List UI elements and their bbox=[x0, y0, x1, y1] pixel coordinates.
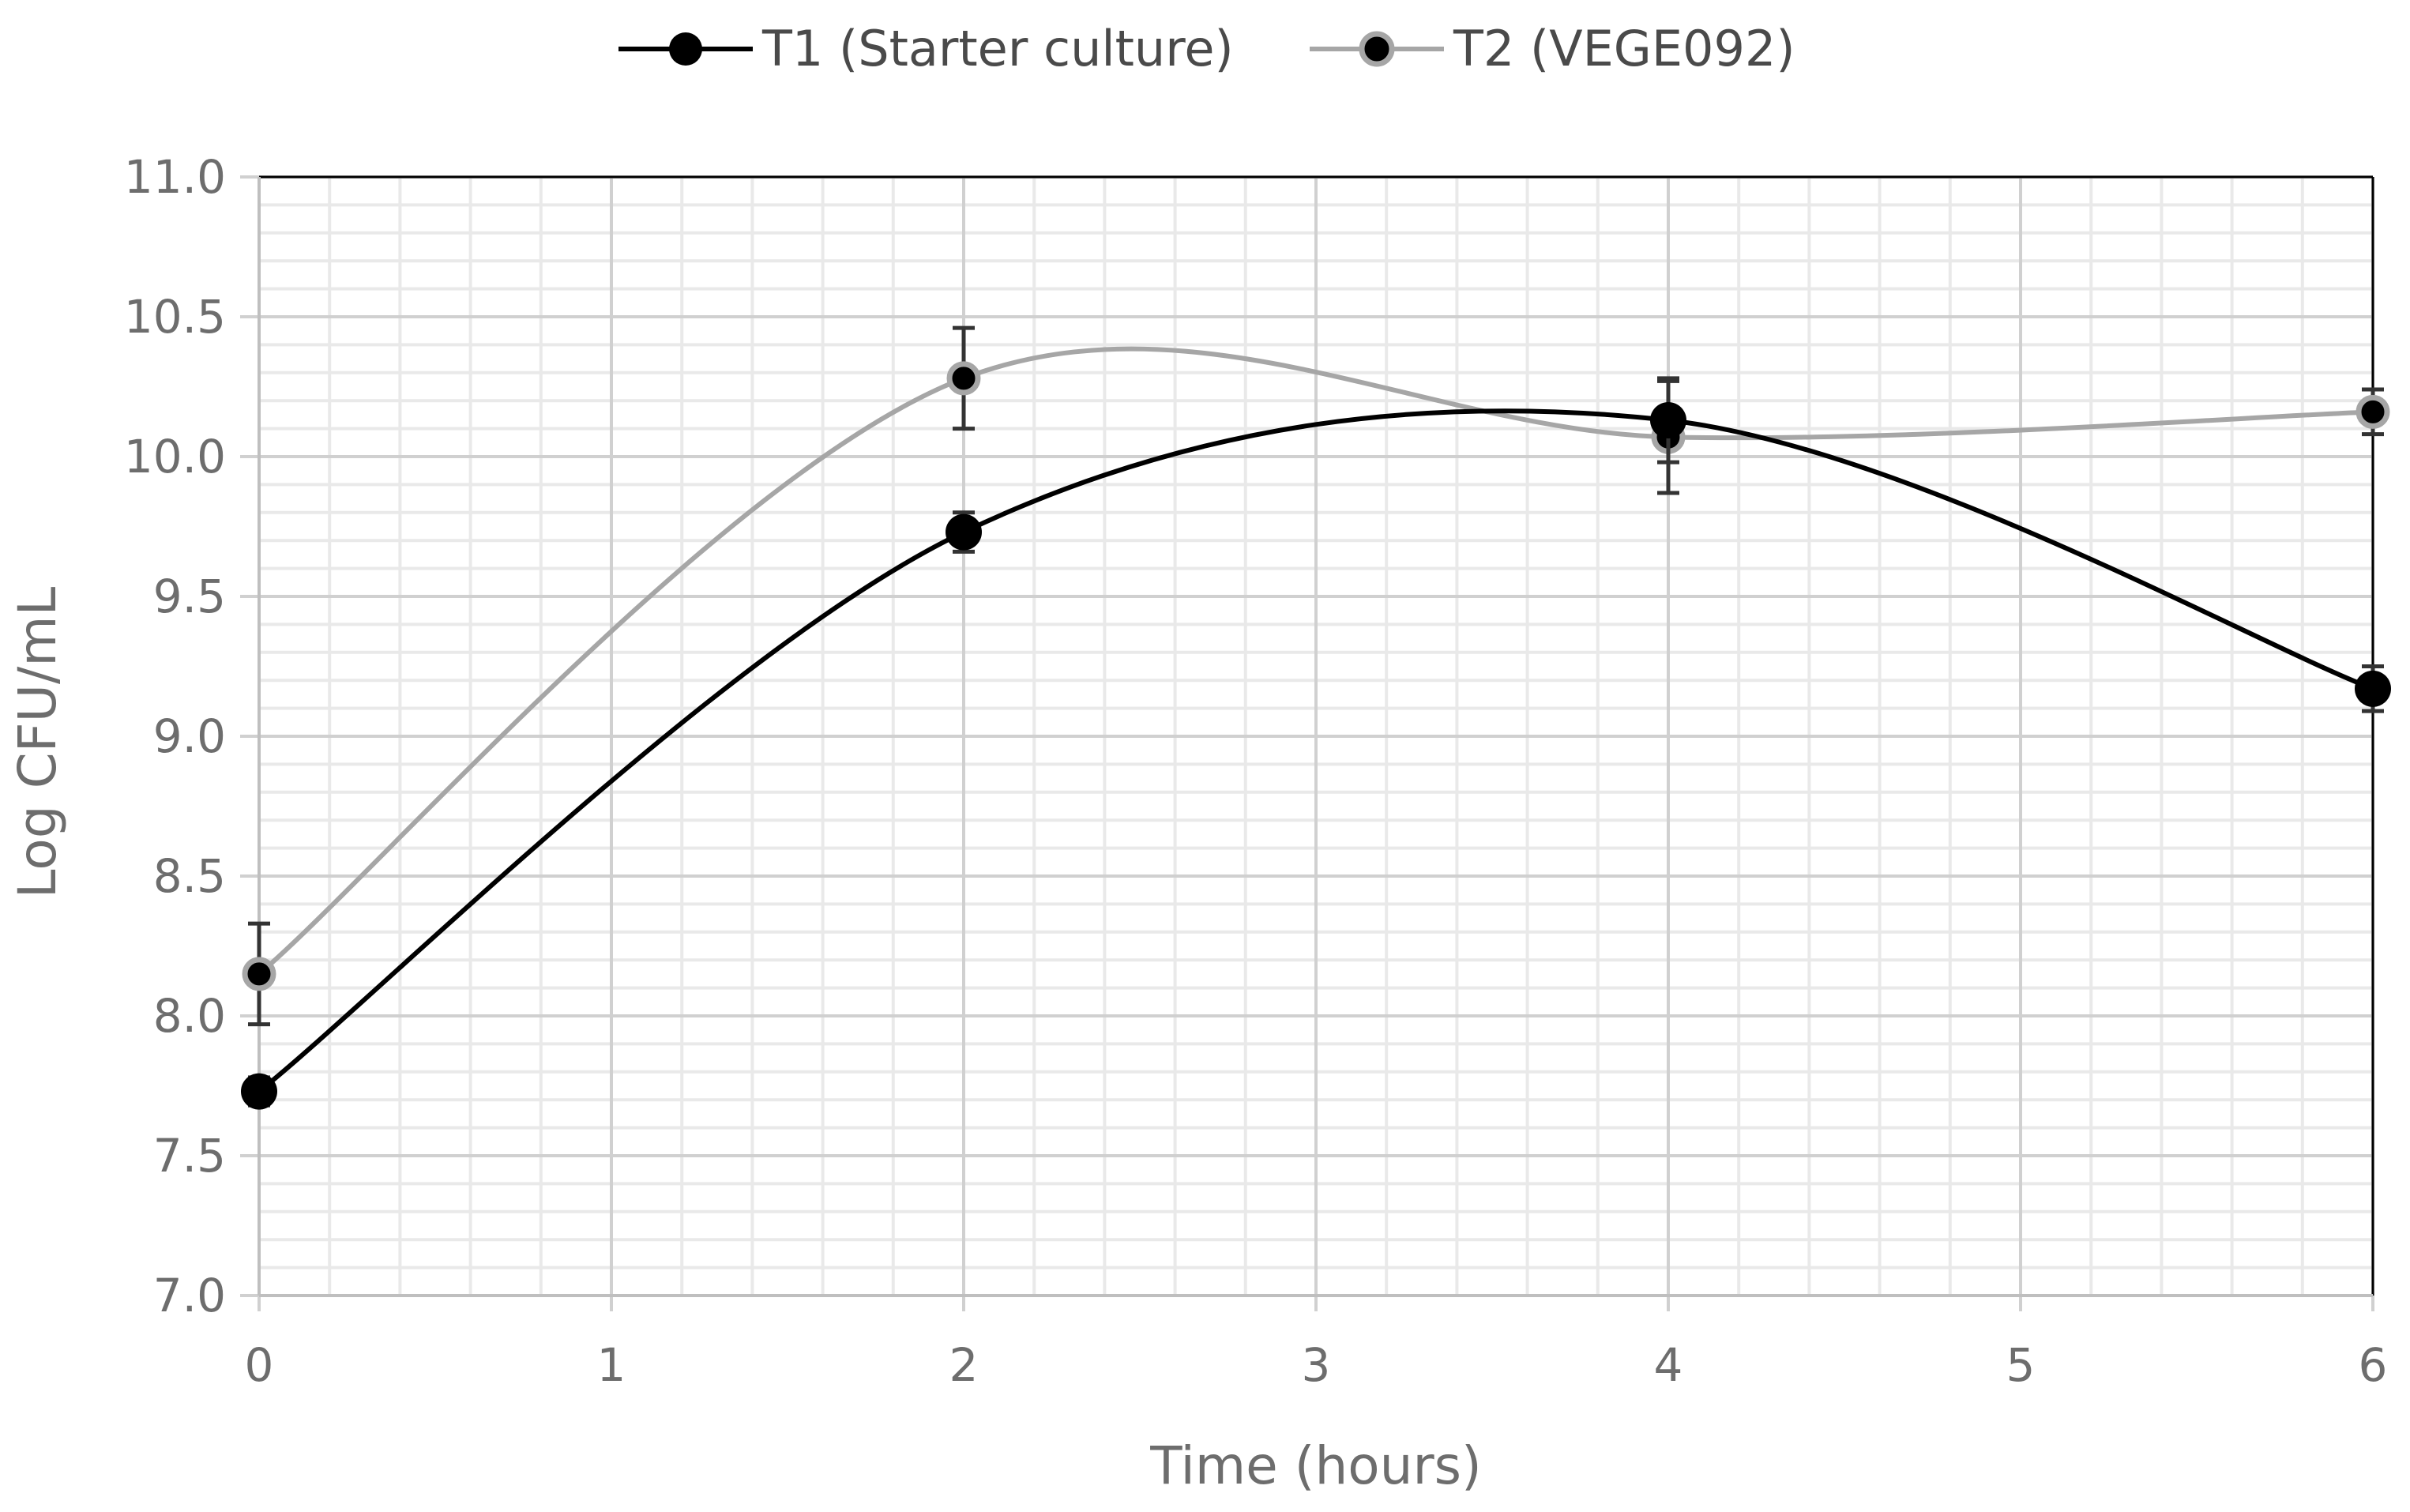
data-point-t2 bbox=[242, 957, 276, 991]
x-tick-label: 0 bbox=[245, 1338, 274, 1392]
x-tick-label: 3 bbox=[1302, 1338, 1331, 1392]
x-axis-title: Time (hours) bbox=[1149, 1435, 1482, 1496]
legend-label-t2: T2 (VEGE092) bbox=[1453, 20, 1795, 77]
data-point-t1 bbox=[946, 513, 982, 551]
legend-marker-t1 bbox=[669, 32, 702, 66]
legend-label-t1: T1 (Starter culture) bbox=[761, 20, 1234, 77]
series-line-t2 bbox=[258, 346, 2374, 976]
y-tick-label: 10.5 bbox=[124, 290, 226, 344]
x-axis-tick-labels: 0 1 2 3 4 5 6 bbox=[245, 1338, 2388, 1392]
y-axis-tick-labels: 7.0 7.5 8.0 8.5 9.0 9.5 10.0 10.5 11.0 bbox=[124, 150, 226, 1322]
y-tick-label: 8.5 bbox=[153, 849, 226, 903]
series-line-t1 bbox=[258, 408, 2374, 1093]
legend: T1 (Starter culture) T2 (VEGE092) bbox=[618, 20, 1795, 77]
legend-item-t1: T1 (Starter culture) bbox=[618, 20, 1234, 77]
legend-marker-t2 bbox=[1359, 31, 1395, 67]
y-tick-label: 10.0 bbox=[124, 430, 226, 483]
y-axis-title: Log CFU/mL bbox=[7, 587, 68, 899]
x-tick-label: 5 bbox=[2006, 1338, 2036, 1392]
data-point-t2 bbox=[946, 361, 981, 396]
y-tick-label: 8.0 bbox=[153, 989, 226, 1043]
legend-item-t2: T2 (VEGE092) bbox=[1310, 20, 1795, 77]
x-tick-label: 2 bbox=[949, 1338, 979, 1392]
x-tick-label: 1 bbox=[597, 1338, 626, 1392]
x-tick-label: 6 bbox=[2359, 1338, 2388, 1392]
y-tick-label: 11.0 bbox=[124, 150, 226, 204]
data-point-t1 bbox=[1650, 401, 1686, 438]
y-tick-label: 9.5 bbox=[153, 570, 226, 623]
y-tick-label: 7.5 bbox=[153, 1129, 226, 1183]
y-tick-label: 7.0 bbox=[153, 1269, 226, 1322]
series-layer bbox=[241, 325, 2391, 1110]
data-point-t1 bbox=[2355, 670, 2391, 707]
data-point-t1 bbox=[241, 1073, 277, 1110]
x-tick-label: 4 bbox=[1654, 1338, 1683, 1392]
y-tick-label: 9.0 bbox=[153, 709, 226, 763]
series-t1 bbox=[241, 376, 2391, 1110]
data-point-t2 bbox=[2355, 394, 2390, 429]
